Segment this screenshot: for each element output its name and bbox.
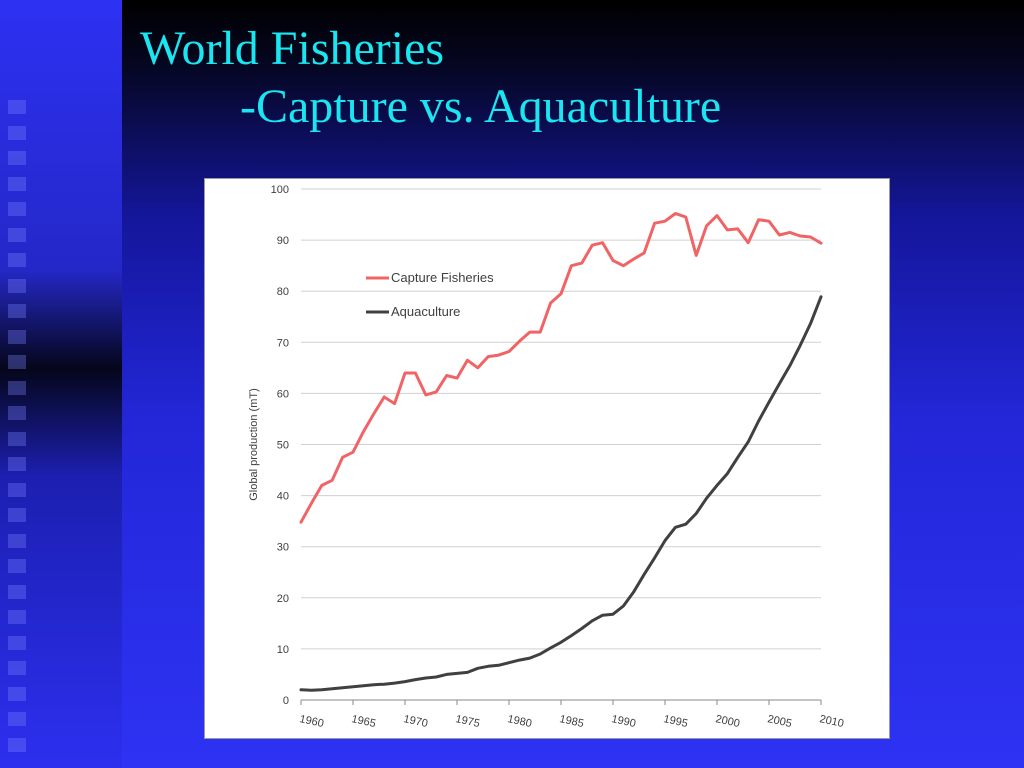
x-tick-label: 1965 xyxy=(350,713,376,730)
series-line-capture-fisheries xyxy=(299,212,823,524)
x-tick-label: 1970 xyxy=(402,713,428,730)
decorative-square xyxy=(8,125,26,140)
decorative-square xyxy=(8,355,26,369)
x-tick-label: 1990 xyxy=(610,713,636,730)
chart-panel: 0 10 20 30 40 50 60 70 80 90 100 1960 1965 1970 1975 1… xyxy=(204,178,890,739)
y-tick-label: 30 xyxy=(277,542,289,554)
decorative-square xyxy=(8,737,26,752)
y-tick-label: 100 xyxy=(271,184,289,196)
decorative-square xyxy=(8,100,26,114)
x-tick-label: 1980 xyxy=(506,713,532,730)
decorative-square xyxy=(8,329,26,344)
decorative-square xyxy=(8,559,26,573)
legend: Capture Fisheries Aquaculture xyxy=(366,270,494,319)
x-tick-label: 1985 xyxy=(558,713,584,730)
x-tick-label: 2005 xyxy=(766,713,792,730)
y-tick-label: 40 xyxy=(277,491,289,503)
x-tick-label: 1960 xyxy=(298,713,324,730)
y-tick-label: 70 xyxy=(277,337,289,349)
x-tick-label: 1975 xyxy=(454,713,480,730)
decorative-square xyxy=(8,380,26,395)
decorative-square xyxy=(8,610,26,624)
x-tick-label: 2010 xyxy=(818,713,844,730)
x-tick-labels: 1960 1965 1970 1975 1980 1985 1990 1995 2000 2005… xyxy=(298,700,845,730)
decorative-square xyxy=(8,686,26,701)
title-line-2: -Capture vs. Aquaculture xyxy=(240,80,722,133)
grid-lines xyxy=(301,188,821,701)
x-tick-label: 1995 xyxy=(662,713,688,730)
series-line-aquaculture xyxy=(299,295,823,692)
y-tick-label: 80 xyxy=(277,286,289,298)
y-axis-label: Global production (mT) xyxy=(248,388,260,501)
decorative-square xyxy=(8,278,26,293)
y-tick-label: 20 xyxy=(277,593,289,605)
decorative-square xyxy=(8,712,26,726)
decorative-square xyxy=(8,253,26,267)
decorative-square xyxy=(8,508,26,522)
title-line-1: World Fisheries xyxy=(140,22,445,75)
x-tick-label: 2000 xyxy=(714,713,740,730)
decorative-square xyxy=(8,151,26,165)
slide-title: World Fisheries -Capture vs. Aquaculture xyxy=(140,20,721,136)
legend-label: Capture Fisheries xyxy=(391,270,494,285)
y-tick-label: 50 xyxy=(277,440,289,452)
decorative-square xyxy=(8,202,26,216)
series-lines xyxy=(299,212,823,692)
decorative-square xyxy=(8,176,26,191)
decorative-square xyxy=(8,533,26,548)
decorative-square xyxy=(8,406,26,420)
y-tick-label: 90 xyxy=(277,235,289,247)
decorative-square xyxy=(8,482,26,497)
y-tick-label: 10 xyxy=(277,644,289,656)
legend-label: Aquaculture xyxy=(391,304,460,319)
decorative-square xyxy=(8,431,26,446)
left-decorative-band xyxy=(0,0,122,768)
decorative-square xyxy=(8,457,26,471)
decorative-square xyxy=(8,584,26,599)
y-tick-label: 0 xyxy=(283,695,289,707)
decorative-square xyxy=(8,227,26,242)
decorative-square xyxy=(8,661,26,675)
decorative-square xyxy=(8,635,26,650)
decorative-square xyxy=(8,304,26,318)
y-tick-labels: 0 10 20 30 40 50 60 70 80 90 100 xyxy=(271,184,289,707)
y-tick-label: 60 xyxy=(277,388,289,400)
decorative-squares xyxy=(0,0,40,768)
